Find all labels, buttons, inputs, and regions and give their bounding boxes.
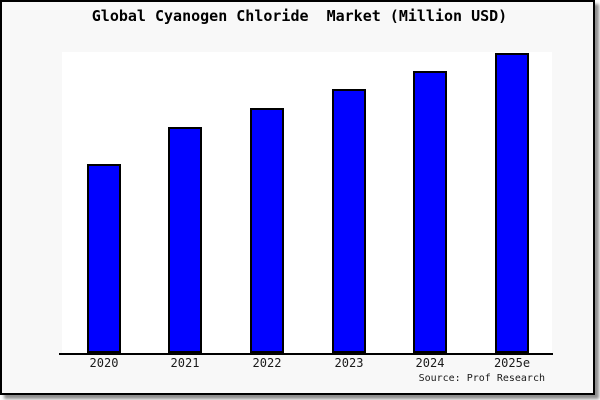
chart-figure: Global Cyanogen Chloride Market (Million… [0,0,595,395]
chart-title: Global Cyanogen Chloride Market (Million… [91,7,508,25]
x-tick-label-2025e: 2025e [493,356,531,370]
plot-area [62,52,552,353]
x-tick-label-2022: 2022 [252,356,282,370]
x-tick-label-2021: 2021 [170,356,200,370]
x-tick-label-2020: 2020 [89,356,119,370]
bar-2022 [250,108,284,353]
x-axis-line [59,353,553,355]
source-credit: Source: Prof Research [418,373,545,384]
x-axis-labels: 2020 2021 2022 2023 2024 2025e [2,357,600,371]
bar-2023 [332,89,366,353]
bar-2025e [495,53,529,353]
bar-2024 [413,71,447,353]
x-tick-label-2024: 2024 [415,356,445,370]
bar-2020 [87,164,121,353]
bar-2021 [168,127,202,353]
x-tick-label-2023: 2023 [334,356,364,370]
